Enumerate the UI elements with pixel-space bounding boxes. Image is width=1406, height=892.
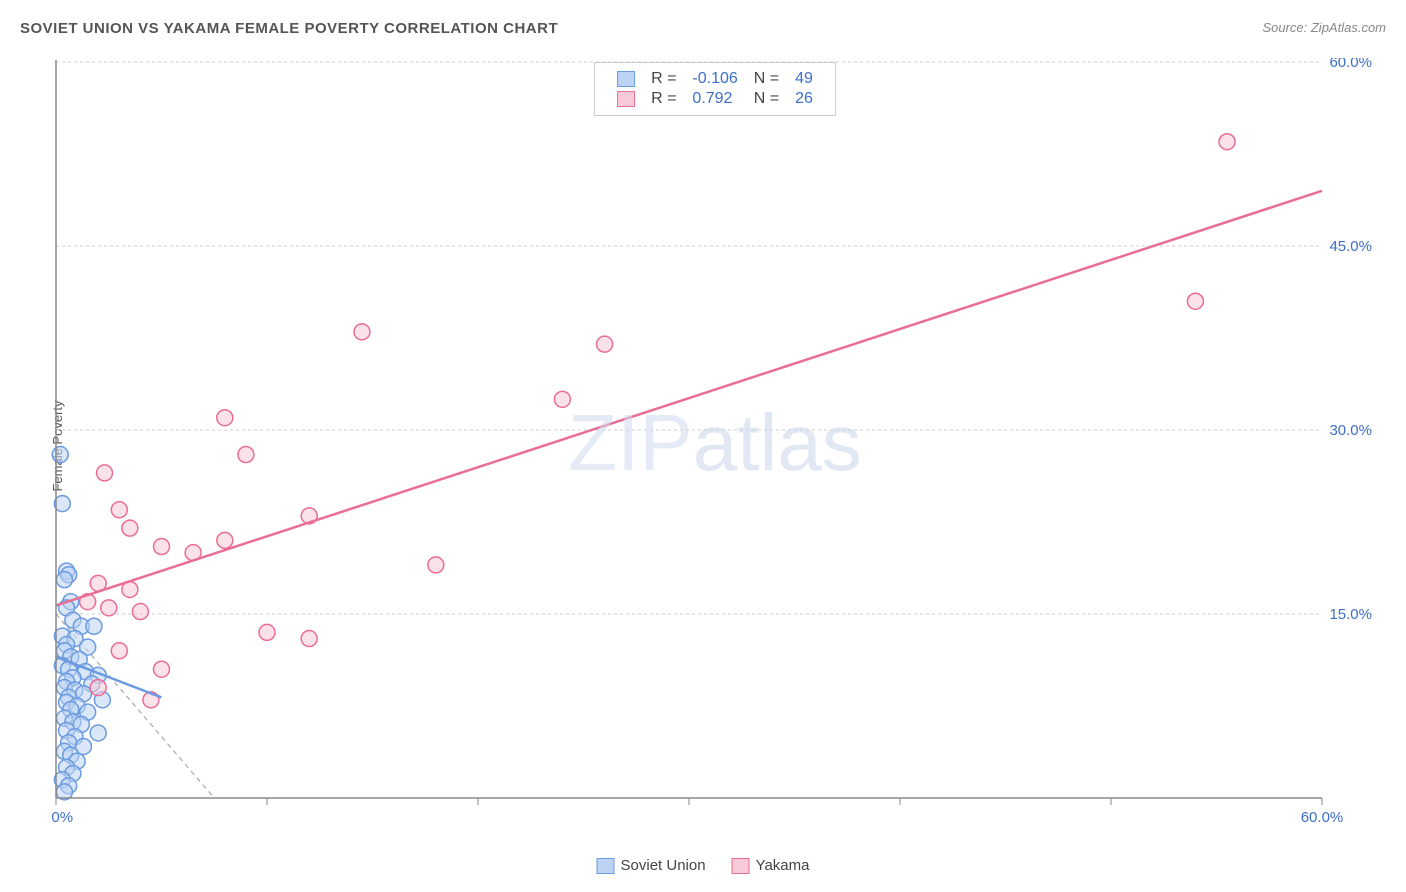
svg-text:60.0%: 60.0% — [1329, 58, 1372, 71]
legend-item: Soviet Union — [597, 857, 706, 874]
source-attribution: Source: ZipAtlas.com — [1262, 20, 1386, 35]
r-value: 0.792 — [684, 89, 745, 109]
stats-legend-row: R =-0.106N =49 — [609, 69, 821, 89]
plot-area: 15.0%30.0%45.0%60.0%0.0%60.0% ZIPatlas R… — [50, 58, 1380, 828]
n-label: N = — [746, 89, 787, 109]
legend-label: Soviet Union — [621, 857, 706, 874]
legend-swatch — [597, 858, 615, 874]
svg-text:45.0%: 45.0% — [1329, 238, 1372, 255]
legend-swatch — [617, 91, 635, 107]
r-label: R = — [643, 69, 684, 89]
svg-text:0.0%: 0.0% — [50, 809, 73, 826]
r-label: R = — [643, 89, 684, 109]
svg-text:60.0%: 60.0% — [1301, 809, 1344, 826]
n-value: 49 — [787, 69, 821, 89]
svg-text:30.0%: 30.0% — [1329, 422, 1372, 439]
r-value: -0.106 — [684, 69, 745, 89]
stats-legend-row: R =0.792N =26 — [609, 89, 821, 109]
legend-swatch — [732, 858, 750, 874]
legend-swatch — [617, 71, 635, 87]
bottom-legend: Soviet Union Yakama — [597, 857, 810, 874]
svg-text:15.0%: 15.0% — [1329, 606, 1372, 623]
n-value: 26 — [787, 89, 821, 109]
scatter-chart: 15.0% 30.0% 45.0% 60.0% 0.0% 60.0% — [50, 58, 1380, 828]
chart-title: SOVIET UNION VS YAKAMA FEMALE POVERTY CO… — [20, 20, 558, 37]
stats-legend: R =-0.106N =49R =0.792N =26 — [594, 62, 836, 116]
legend-item: Yakama — [732, 857, 810, 874]
legend-label: Yakama — [756, 857, 810, 874]
n-label: N = — [746, 69, 787, 89]
